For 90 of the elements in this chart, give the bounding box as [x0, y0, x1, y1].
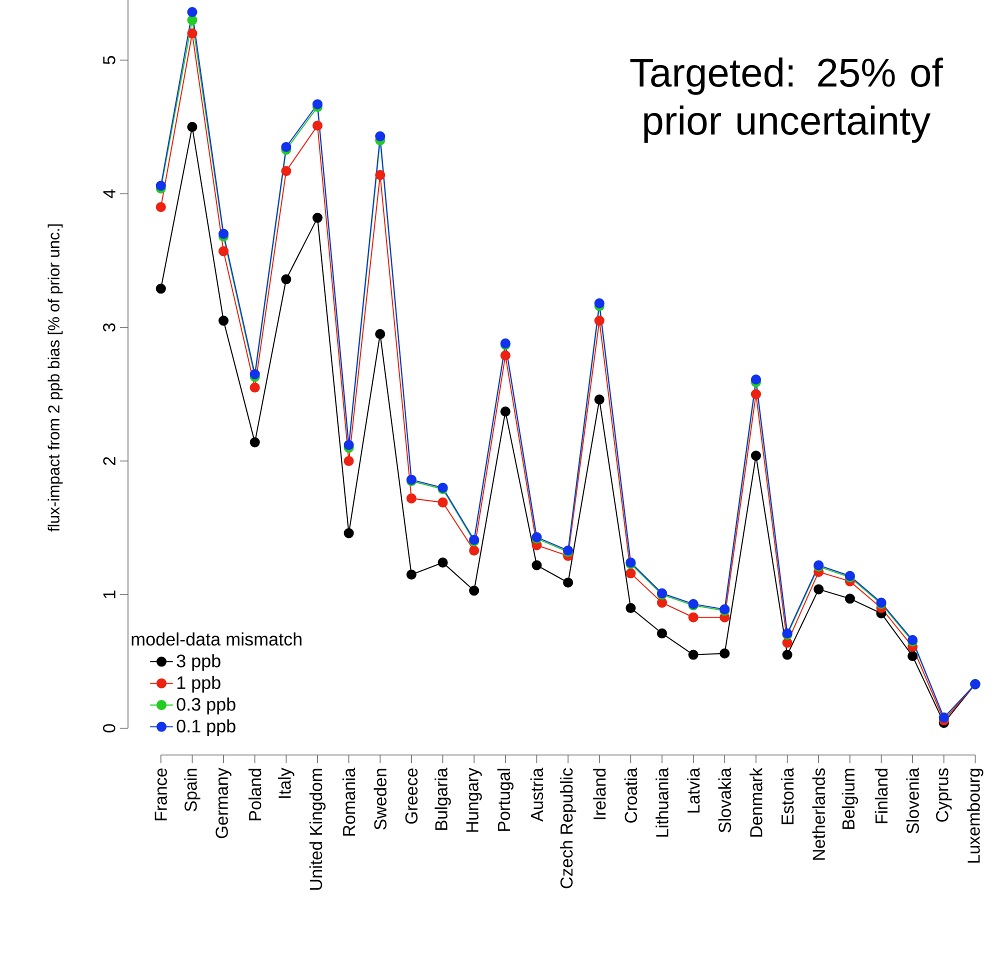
point [720, 648, 730, 658]
point [782, 650, 792, 660]
x-tick-label: Luxembourg [967, 768, 984, 863]
point [281, 166, 292, 176]
point [532, 560, 542, 570]
point [750, 450, 762, 461]
y-tick-label: 5 [103, 56, 116, 64]
x-tick-label: Lithuania [656, 768, 668, 837]
x-tick-label: Portugal [497, 768, 514, 831]
point [626, 568, 636, 578]
legend-label: 3 ppb [176, 654, 220, 671]
x-tick-label: Netherlands [812, 768, 825, 860]
point [688, 650, 698, 660]
x-tick-label: Croatia [624, 768, 638, 823]
point [626, 602, 636, 614]
legend-title: model-data mismatch [132, 632, 302, 646]
x-tick-label: Poland [248, 768, 262, 820]
point [344, 528, 354, 538]
y-tick-label: 0 [103, 724, 116, 732]
point [156, 284, 166, 294]
x-tick-label: Slovakia [718, 768, 732, 832]
x-tick-label: Denmark [750, 768, 762, 837]
point [250, 369, 260, 380]
y-tick-label: 3 [103, 323, 116, 332]
x-tick-label: Ireland [593, 768, 606, 820]
point [375, 131, 386, 142]
legend-label: 0.1 ppb [176, 719, 236, 736]
point [406, 493, 416, 504]
annotation: Targeted: 25% of prior uncertainty [630, 58, 943, 143]
x-tick-label: Hungary [466, 768, 482, 832]
x-tick-label: Germany [216, 768, 232, 838]
point [187, 6, 198, 18]
point [563, 578, 574, 588]
point [344, 456, 354, 466]
x-tick-label: Czech Republic [560, 768, 576, 888]
x-tick-label: Bulgaria [434, 768, 451, 830]
x-tick-label: Belgium [842, 768, 858, 829]
point [218, 246, 229, 256]
x-tick-label: Spain [184, 768, 200, 812]
y-tick-label: 1 [103, 590, 116, 598]
point [312, 120, 323, 131]
x-tick-label: United Kingdom [309, 768, 326, 890]
point [281, 142, 292, 152]
point [312, 99, 323, 110]
point [218, 228, 229, 239]
point [594, 298, 604, 308]
point [312, 212, 323, 223]
point [250, 437, 260, 448]
point [375, 170, 386, 180]
x-tick-label: Estonia [780, 768, 794, 824]
point [469, 586, 480, 596]
point [500, 406, 510, 417]
y-axis-title: flux-impact from 2 ppb bias [% of prior unc.] [48, 224, 63, 532]
point [594, 316, 604, 326]
point [814, 584, 824, 594]
point [187, 122, 198, 132]
point [375, 329, 386, 340]
point [750, 389, 762, 400]
x-tick-label: Italy [278, 768, 294, 798]
x-tick-label: Cyprus [936, 768, 952, 822]
point [469, 546, 480, 556]
point [281, 274, 292, 284]
x-tick-label: Greece [405, 768, 418, 824]
point [500, 350, 510, 360]
point [406, 570, 416, 580]
x-tick-label: Finland [874, 768, 888, 824]
x-tick-label: Austria [530, 768, 544, 822]
x-tick-label: Romania [342, 768, 356, 836]
point [844, 594, 855, 604]
y-tick-label: 2 [103, 457, 116, 465]
x-tick-label: Slovenia [906, 768, 919, 834]
legend-label: 0.3 ppb [176, 698, 236, 714]
point [594, 394, 604, 405]
point [688, 612, 698, 622]
legend-label: 1 ppb [177, 676, 220, 693]
y-tick-label: 4 [103, 189, 116, 198]
point [438, 497, 448, 508]
point [908, 651, 918, 662]
point [187, 28, 198, 38]
x-tick-label: Latvia [686, 768, 700, 813]
point [438, 558, 448, 568]
x-tick-label: France [154, 768, 167, 820]
point [656, 628, 668, 638]
point [344, 440, 354, 450]
point [750, 374, 762, 385]
x-tick-label: Sweden [374, 768, 386, 830]
point [156, 202, 166, 212]
point [156, 180, 166, 191]
point [250, 382, 260, 393]
point [218, 316, 229, 326]
